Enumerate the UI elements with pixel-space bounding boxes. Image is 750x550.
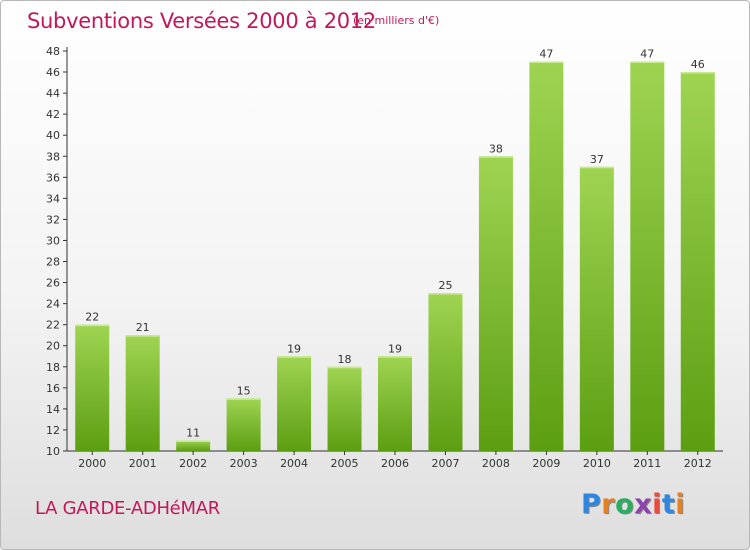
bar-highlight: [428, 293, 463, 295]
x-tick-label: 2006: [381, 457, 409, 470]
x-tick-label: 2001: [129, 457, 157, 470]
data-label: 47: [640, 48, 654, 61]
y-tick-label: 36: [46, 171, 60, 184]
data-label: 18: [338, 353, 352, 366]
x-tick-label: 2009: [532, 457, 560, 470]
chart-title: Subventions Versées 2000 à 2012: [27, 9, 376, 33]
data-label: 19: [287, 342, 301, 355]
data-label: 38: [489, 142, 503, 155]
logo-letter: r: [601, 489, 616, 520]
bar-2012: [680, 72, 715, 451]
bar-2009: [529, 61, 564, 452]
bars: 22 21 11 15 19 18 19 25 38 47 37 47 46: [75, 48, 715, 452]
y-tick-label: 20: [46, 340, 60, 353]
y-tick-label: 16: [46, 382, 60, 395]
bar-2011: [630, 61, 665, 452]
data-label: 47: [539, 48, 553, 61]
y-tick-label: 12: [46, 424, 60, 437]
data-label: 19: [388, 342, 402, 355]
x-tick-label: 2004: [280, 457, 308, 470]
x-tick-label: 2012: [684, 457, 712, 470]
y-tick-label: 46: [46, 66, 60, 79]
logo-letter: x: [634, 489, 653, 520]
bar-highlight: [680, 72, 715, 74]
x-tick-label: 2005: [331, 457, 359, 470]
y-tick-label: 44: [46, 87, 60, 100]
data-label: 22: [85, 311, 99, 324]
y-tick-label: 32: [46, 213, 60, 226]
data-label: 25: [438, 279, 452, 292]
bar-highlight: [75, 324, 110, 327]
bar-2005: [327, 366, 362, 451]
y-tick-label: 28: [46, 256, 60, 269]
bar-2006: [378, 356, 412, 451]
y-axis: 10 12 14 16 18 20 22 24 26 28 30 32 34 36 38 40 42 44 46 48: [46, 45, 68, 458]
data-label: 11: [186, 426, 200, 439]
bar-highlight: [327, 366, 362, 369]
chart-subtitle: (en milliers d'€): [353, 14, 440, 27]
y-tick-label: 48: [46, 45, 60, 58]
data-label: 21: [136, 321, 150, 334]
bar-highlight: [378, 356, 412, 358]
x-tick-label: 2003: [230, 457, 258, 470]
bar-highlight: [226, 398, 261, 400]
bar-highlight: [478, 156, 513, 158]
logo-letter: i: [652, 489, 662, 520]
bar-2000: [75, 324, 110, 451]
bar-highlight: [630, 61, 665, 64]
y-tick-label: 26: [46, 277, 60, 290]
bar-2007: [428, 293, 463, 451]
bar-2004: [277, 356, 312, 451]
y-tick-label: 38: [46, 150, 60, 163]
bar-highlight: [176, 440, 211, 442]
x-tick-label: 2002: [179, 457, 207, 470]
logo-letter: P: [581, 489, 602, 520]
bar-2010: [579, 166, 614, 451]
bar-highlight: [579, 166, 614, 169]
bar-2002: [176, 440, 211, 451]
bar-highlight: [529, 61, 564, 64]
y-tick-label: 18: [46, 361, 60, 374]
logo-letter: o: [615, 489, 635, 520]
y-tick-label: 10: [46, 445, 60, 458]
logo-letter: t: [661, 489, 676, 520]
x-tick-label: 2010: [583, 457, 611, 470]
x-axis: 2000 2001 2002 2003 2004 2005 2006 2007 2008 2009…: [67, 450, 723, 470]
bar-2003: [226, 398, 261, 451]
y-tick-label: 14: [46, 403, 60, 416]
x-tick-label: 2008: [482, 457, 510, 470]
y-tick-label: 22: [46, 319, 60, 332]
y-tick-label: 30: [46, 234, 60, 247]
data-label: 37: [590, 153, 604, 166]
data-label: 15: [237, 384, 251, 397]
data-label: 46: [691, 58, 705, 71]
commune-name: LA GARDE-ADHéMAR: [35, 498, 220, 519]
y-tick-label: 24: [46, 298, 60, 311]
y-tick-label: 42: [46, 108, 60, 121]
y-tick-label: 34: [46, 192, 60, 205]
proxiti-logo: Proxiti: [581, 489, 685, 520]
bar-highlight: [125, 335, 160, 337]
x-tick-label: 2011: [633, 457, 661, 470]
bar-2001: [125, 335, 160, 451]
y-tick-label: 40: [46, 129, 60, 142]
x-tick-label: 2000: [78, 457, 106, 470]
bar-2008: [478, 156, 513, 451]
bar-highlight: [277, 356, 312, 358]
x-tick-label: 2007: [431, 457, 459, 470]
logo-letter: i: [675, 489, 686, 520]
